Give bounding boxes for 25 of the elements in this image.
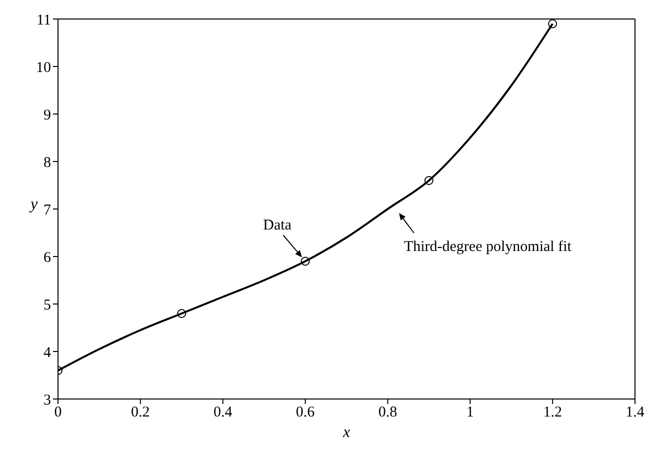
point xyxy=(548,19,558,28)
x-tick-label: 0.8 xyxy=(378,404,398,421)
y-tick-label: 5 xyxy=(44,297,51,314)
x-tick-label: 0.4 xyxy=(213,404,233,421)
point xyxy=(177,309,186,318)
y-tick-label: 10 xyxy=(36,60,51,76)
x-tick-label: 0.6 xyxy=(296,404,316,421)
x-tick-label: 1.2 xyxy=(543,404,562,421)
y-tick-label: 7 xyxy=(44,202,52,218)
y-tick-label: 8 xyxy=(44,154,51,171)
x-tick-label: 1.4 xyxy=(626,404,645,421)
y-tick-label: 9 xyxy=(44,107,51,124)
y-tick-label: 3 xyxy=(44,392,51,408)
x-tick-label: 1 xyxy=(466,404,474,421)
y-tick-label: 6 xyxy=(44,250,52,266)
x-tick-label: 0 xyxy=(54,404,62,421)
y-tick-label: 4 xyxy=(44,344,52,361)
point xyxy=(300,256,310,266)
point xyxy=(424,176,434,185)
y-axis-title: y xyxy=(28,196,38,213)
x-tick-label: 0.2 xyxy=(131,404,150,421)
y-tick-label: 11 xyxy=(36,12,51,28)
x-axis-title: x xyxy=(342,424,350,441)
annotation: Third-degree polynomial fit xyxy=(404,239,572,255)
annotation: Data xyxy=(263,217,292,234)
